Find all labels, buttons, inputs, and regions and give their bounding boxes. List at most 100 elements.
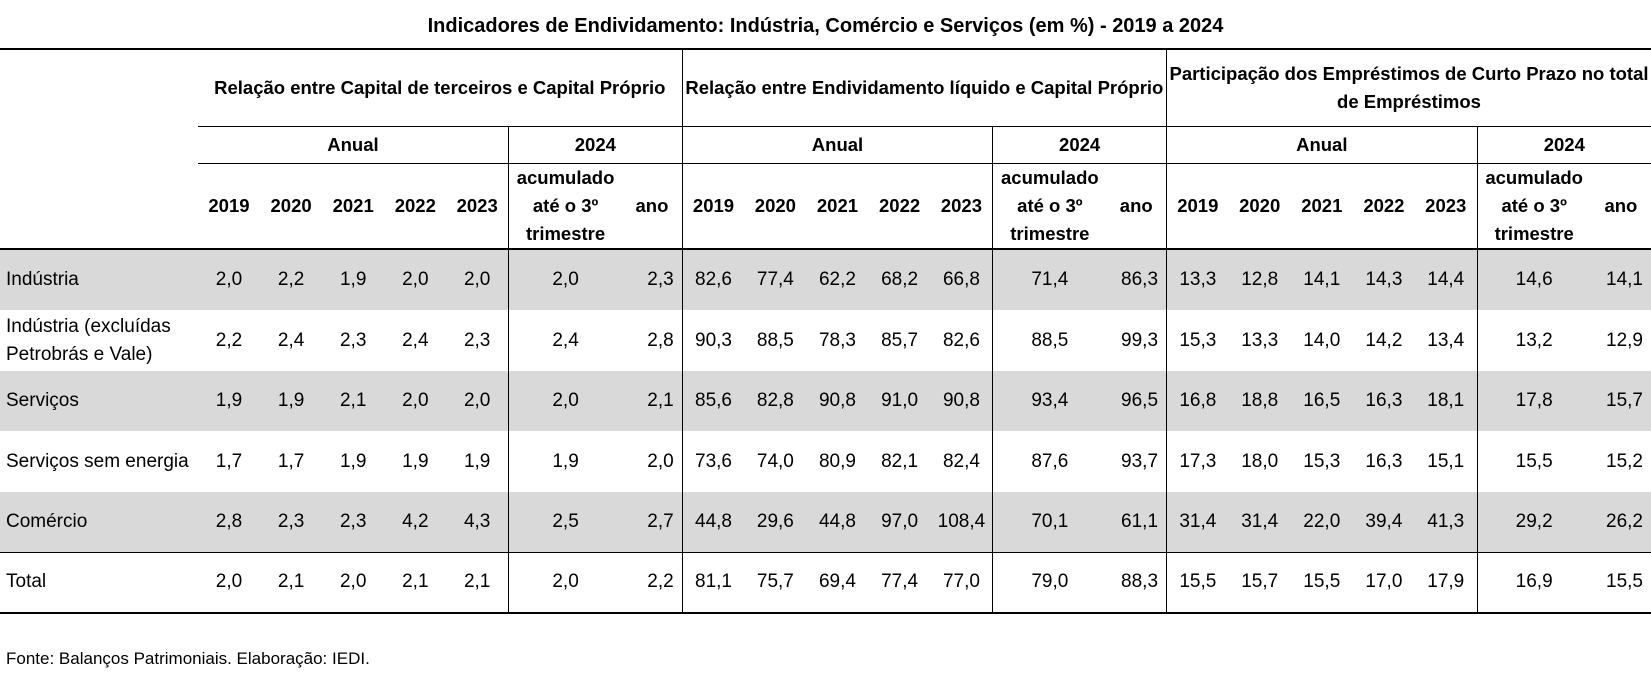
subheader-anual-3: Anual [1166,125,1478,163]
table-cell: 2,1 [260,551,323,614]
table-cell: 15,1 [1427,450,1465,472]
table-cell: 13,3 [1166,249,1229,310]
table-cell: 82,4 [942,450,980,472]
table-row: Indústria (excluídas Petrobrás e Vale) 2,… [0,310,1651,371]
table-cell: 1,9 [322,249,385,310]
table-cell: 78,3 [818,329,856,351]
table-cell: 70,1 [992,492,1107,552]
corner-cell [0,48,198,126]
table-cell: 1,9 [197,371,261,431]
debt-indicators-table: Relação entre Capital de terceiros e Cap… [0,48,1651,614]
table-cell: 17,0 [1352,551,1415,614]
table-cell: 82,1 [881,450,919,472]
row-label: Serviços sem energia [6,450,189,472]
table-cell: 82,6 [681,249,745,310]
subheader-anual-1: Anual [197,125,509,163]
table-cell: 13,2 [1476,310,1591,371]
table-cell: 17,8 [1476,371,1591,431]
group-header-curto-prazo: Participação dos Empréstimos de Curto Pr… [1166,48,1651,126]
table-cell: 2,0 [507,371,623,431]
table-row: Indústria 2,0 2,2 1,9 2,0 2,0 2,0 2,3 82,6 77,4 62… [0,249,1651,310]
table-cell: 79,0 [992,551,1107,614]
table-cell: 15,7 [1590,371,1651,431]
table-cell: 14,4 [1414,249,1478,310]
table-cell: 31,4 [1228,492,1291,552]
table-cell: 2,0 [647,450,674,472]
table-row: Serviços sem energia 1,7 1,7 1,9 1,9 1,9 1,9 2,… [0,431,1651,492]
col-year: 2020 [260,162,323,250]
table-cell: 2,1 [384,551,447,614]
table-cell: 1,9 [463,450,491,472]
table-cell: 15,5 [1290,551,1353,614]
subheader-anual-2: Anual [681,125,993,163]
col-year: 2020 [1228,162,1291,250]
table-cell: 81,1 [681,551,745,614]
table-cell: 12,8 [1228,249,1291,310]
table-title: Indicadores de Endividamento: Indústria,… [427,15,1224,37]
table-cell: 2,2 [260,249,323,310]
table-cell: 77,4 [744,249,807,310]
table-cell: 87,6 [992,431,1107,492]
col-year: 2020 [744,162,807,250]
table-cell: 4,2 [384,492,447,552]
table-cell: 2,3 [463,329,491,351]
table-cell: 66,8 [930,249,993,310]
table-cell: 31,4 [1166,492,1229,552]
source-note: Fonte: Balanços Patrimoniais. Elaboração… [6,649,370,668]
col-ano: ano [1106,162,1167,250]
col-year: 2021 [1290,162,1353,250]
table-cell: 14,6 [1476,249,1591,310]
table-cell: 29,6 [744,492,807,552]
table-cell: 2,7 [622,492,683,552]
table-cell: 69,4 [806,551,869,614]
table-cell: 18,8 [1228,371,1291,431]
table-cell: 90,8 [930,371,993,431]
table-cell: 2,0 [507,551,623,614]
table-row: Total 2,0 2,1 2,0 2,1 2,1 2,0 2,2 81,1 75,7 69,4 77… [0,551,1651,614]
table-cell: 82,8 [744,371,807,431]
col-ano: ano [1590,162,1651,250]
table-cell: 16,9 [1476,551,1591,614]
table-cell: 2,0 [446,249,509,310]
table-cell: 2,5 [507,492,623,552]
corner-cell [0,163,198,250]
col-year: 2022 [1352,162,1415,250]
table-cell: 88,5 [992,310,1107,371]
table-cell: 2,2 [215,329,243,351]
table-cell: 17,9 [1414,551,1478,614]
table-cell: 2,3 [322,492,385,552]
row-label: Total [0,551,198,614]
subheader-2024-1: 2024 [507,125,683,163]
table-cell: 85,7 [881,329,919,351]
table-cell: 77,0 [930,551,993,614]
table-cell: 14,1 [1590,249,1651,310]
table-cell: 2,0 [446,371,509,431]
table-cell: 13,4 [1427,329,1465,351]
col-ano: ano [622,162,683,250]
col-year: 2021 [806,162,869,250]
table-cell: 93,4 [992,371,1107,431]
col-year: 2019 [197,162,261,250]
col-acumulado: acumulado até o 3º trimestre [992,162,1107,250]
col-year: 2022 [384,162,447,250]
row-label: Comércio [0,492,198,552]
table-cell: 14,2 [1365,329,1403,351]
table-cell: 2,0 [507,249,623,310]
table-cell: 97,0 [868,492,931,552]
table-cell: 90,3 [681,310,745,371]
col-year: 2023 [1414,162,1478,250]
table-cell: 2,4 [507,310,623,371]
table-cell: 16,3 [1365,450,1403,472]
table-cell: 77,4 [868,551,931,614]
table-cell: 14,0 [1303,329,1341,351]
table-cell: 15,5 [1590,551,1651,614]
table-cell: 12,9 [1606,329,1643,351]
table-cell: 15,5 [1476,431,1591,492]
table-cell: 1,7 [215,450,243,472]
table-cell: 1,9 [260,371,323,431]
subheader-2024-3: 2024 [1476,125,1651,163]
col-year: 2022 [868,162,931,250]
col-acumulado: acumulado até o 3º trimestre [1476,162,1591,250]
table-cell: 18,1 [1414,371,1478,431]
